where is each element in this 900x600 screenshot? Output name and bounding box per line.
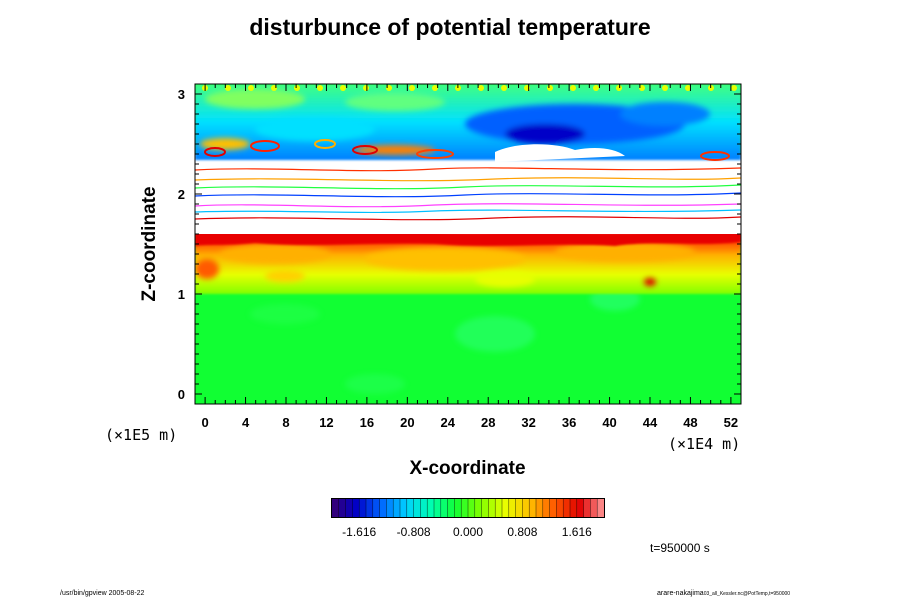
footer-author: arare-nakajima [657,590,704,597]
colorbar-cell [393,499,401,517]
colorbar-cell [590,499,598,517]
x-tick-label: 32 [521,415,535,430]
x-tick-label: 52 [724,415,738,430]
top-spot [248,85,254,91]
top-spot [478,85,484,91]
colorbar-cell [352,499,360,517]
y-tick-label: 3 [178,87,185,102]
colorbar-cell [345,499,353,517]
colorbar-cell [372,499,381,517]
time-label: t=950000 s [650,541,710,555]
colorbar-cell [406,499,415,517]
colorbar-cell [522,499,530,517]
top-spot [340,85,346,91]
colorbar-cell [597,499,604,517]
colorbar-cell [474,499,483,517]
top-spot [501,85,507,91]
top-spot [662,85,668,91]
top-spot [409,85,415,91]
colorbar-cell [481,499,489,517]
colorbar-cell [570,499,578,517]
top-spot [317,85,323,91]
top-spot [685,85,691,91]
heatmap-plot [195,84,741,404]
colorbar-cell [386,499,394,517]
colorbar-cell [434,499,442,517]
upper-blobs [200,89,710,155]
footer-command: /usr/bin/gpview 2005-08-22 [60,590,145,597]
colorbar-cell [542,499,551,517]
x-axis-label: X-coordinate [409,458,526,479]
colorbar-cell [454,499,462,517]
saturated-region [195,154,741,234]
x-tick-label: 4 [242,415,250,430]
x-tick-label: 40 [602,415,616,430]
x-tick-label: 36 [562,415,576,430]
top-spot [639,85,645,91]
x-tick-label: 16 [360,415,374,430]
x-tick-label: 20 [400,415,414,430]
top-spot [616,85,622,91]
footer-file: 03_all_Kessler.nc@PotTemp,t=950000 [703,591,791,597]
wave-rings [204,139,730,161]
warm-blobs [195,242,695,287]
x-tick-label: 44 [643,415,658,430]
top-spot [570,85,576,91]
colorbar-cell [440,499,449,517]
x-tick-label: 8 [282,415,289,430]
colorbar-cell [379,499,387,517]
colorbar-cell [549,499,557,517]
top-spot [225,85,231,91]
colorbar-swatches [332,499,604,517]
z-scale-note: (×1E5 m) [105,426,178,444]
colorbar-cell [495,499,503,517]
top-spot [731,85,737,91]
colorbar-cell [427,499,435,517]
colorbar-cell [400,499,408,517]
colorbar-cell [468,499,476,517]
y-tick-label: 2 [178,187,185,202]
colorbar-cell [332,499,340,517]
colorbar-cell [461,499,469,517]
colorbar-cell [536,499,544,517]
colorbar-cell [502,499,510,517]
y-axis-label: Z-coordinate [139,186,160,302]
colorbar-cell [338,499,347,517]
x-scale-note: (×1E4 m) [668,435,741,453]
x-tick-label: 48 [683,415,697,430]
top-spot [593,85,599,91]
x-tick-label: 0 [201,415,208,430]
heatmap-field [195,84,741,404]
colorbar-cell [447,499,455,517]
colorbar-cell [563,499,571,517]
x-tick-label: 28 [481,415,495,430]
plot-border [194,83,742,405]
colorbar-cell [366,499,374,517]
colorbar-cell [413,499,421,517]
top-spot [432,85,438,91]
top-edge-spots [202,85,737,91]
colorbar-cell [529,499,537,517]
stripe-lines [195,167,741,221]
colorbar [331,498,605,518]
chart-title: disturbunce of potential temperature [249,14,651,40]
colorbar-cell [515,499,523,517]
colorbar-cell [508,499,517,517]
colorbar-cell [488,499,496,517]
x-tick-label: 12 [319,415,333,430]
colorbar-cell [576,499,585,517]
x-tick-label: 24 [441,415,456,430]
colorbar-cell [583,499,591,517]
top-spot [294,85,300,91]
white-patch [495,144,625,162]
colorbar-cell [359,499,367,517]
colorbar-cell [556,499,564,517]
y-tick-label: 0 [178,387,185,402]
colorbar-cell [420,499,428,517]
y-tick-label: 1 [178,287,185,302]
top-spot [363,85,369,91]
footer-source: arare-nakajima03_all_Kessler.nc@PotTemp,… [657,590,790,597]
